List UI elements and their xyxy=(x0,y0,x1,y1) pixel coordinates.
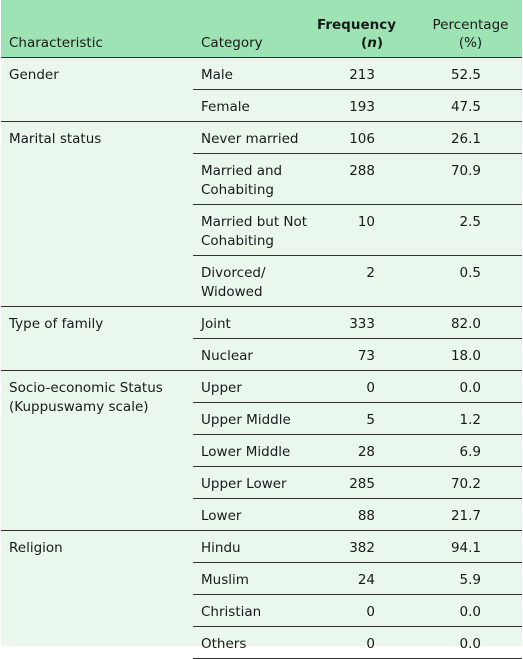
table-row: Christian 0 0.0 xyxy=(1,594,522,627)
percentage-cell: 5.9 xyxy=(383,562,522,595)
category-cell: Female xyxy=(193,89,317,122)
header-row: Characteristic Category Frequency (n) Pe… xyxy=(1,0,522,58)
category-cell: Upper xyxy=(193,370,317,403)
percentage-cell: 18.0 xyxy=(383,338,522,371)
table-row: Socio-economic Status (Kuppuswamy scale)… xyxy=(1,370,522,531)
category-cell: Hindu xyxy=(193,530,317,563)
header-characteristic: Characteristic xyxy=(9,35,103,51)
frequency-cell: 24 xyxy=(317,562,383,595)
category-cell: Lower xyxy=(193,498,317,531)
category-cell: Others xyxy=(193,626,317,659)
table-body: Gender Male 213 52.5 Female 193 47.5 Marital st… xyxy=(1,57,522,659)
table-header: Characteristic Category Frequency (n) Pe… xyxy=(1,0,522,58)
frequency-cell: 10 xyxy=(317,204,383,256)
category-cell: Male xyxy=(193,57,317,90)
characteristic-cell: Type of family xyxy=(1,306,193,371)
percentage-cell: 0.0 xyxy=(383,626,522,659)
percentage-cell: 70.2 xyxy=(383,466,522,499)
table-row: Upper Middle 5 1.2 xyxy=(1,402,522,435)
table-row: Female 193 47.5 xyxy=(1,89,522,122)
header-percentage-label: Percentage xyxy=(432,17,509,33)
frequency-cell: 0 xyxy=(317,370,383,403)
frequency-cell: 0 xyxy=(317,594,383,627)
header-percentage: Percentage (%) xyxy=(383,0,522,58)
frequency-cell: 5 xyxy=(317,402,383,435)
table-row: Gender Male 213 52.5 xyxy=(1,57,522,122)
frequency-cell: 333 xyxy=(317,306,383,339)
frequency-cell: 213 xyxy=(317,57,383,90)
category-cell: Muslim xyxy=(193,562,317,595)
table-row: Nuclear 73 18.0 xyxy=(1,338,522,371)
characteristic-cell: Marital status xyxy=(1,121,193,307)
characteristic-cell: Gender xyxy=(1,57,193,122)
percentage-cell: 94.1 xyxy=(383,530,522,563)
header-frequency: Frequency (n) xyxy=(317,0,396,58)
characteristic-cell: Socio-economic Status (Kuppuswamy scale) xyxy=(1,370,193,531)
frequency-cell: 28 xyxy=(317,434,383,467)
category-cell: Never married xyxy=(193,121,317,154)
table-row: Lower 88 21.7 xyxy=(1,498,522,531)
frequency-cell: 382 xyxy=(317,530,383,563)
percentage-cell: 0.0 xyxy=(383,370,522,403)
table-row: Married and Cohabiting 288 70.9 xyxy=(1,153,522,205)
header-percentage-unit: (%) xyxy=(458,35,483,51)
percentage-cell: 6.9 xyxy=(383,434,522,467)
table-row: Muslim 24 5.9 xyxy=(1,562,522,595)
percentage-cell: 0.0 xyxy=(383,594,522,627)
percentage-cell: 0.5 xyxy=(383,255,522,307)
frequency-cell: 0 xyxy=(317,626,383,659)
header-frequency-close: ) xyxy=(376,35,383,51)
header-category: Category xyxy=(201,35,263,51)
percentage-cell: 82.0 xyxy=(383,306,522,339)
category-cell: Married and Cohabiting xyxy=(193,153,317,205)
percentage-cell: 1.2 xyxy=(383,402,522,435)
frequency-cell: 88 xyxy=(317,498,383,531)
category-cell: Lower Middle xyxy=(193,434,317,467)
percentage-cell: 70.9 xyxy=(383,153,522,205)
frequency-cell: 193 xyxy=(317,89,383,122)
percentage-cell: 2.5 xyxy=(383,204,522,256)
category-cell: Christian xyxy=(193,594,317,627)
category-cell: Nuclear xyxy=(193,338,317,371)
frequency-cell: 73 xyxy=(317,338,383,371)
table-row: Lower Middle 28 6.9 xyxy=(1,434,522,467)
category-cell: Divorced/ Widowed xyxy=(193,255,317,307)
category-cell: Upper Middle xyxy=(193,402,317,435)
table-row: Religion Hindu 382 94.1 xyxy=(1,530,522,659)
characteristic-cell: Religion xyxy=(1,530,193,659)
header-frequency-n: n xyxy=(367,35,377,51)
table-row: Type of family Joint 333 82.0 xyxy=(1,306,522,371)
percentage-cell: 52.5 xyxy=(383,57,522,90)
category-cell: Joint xyxy=(193,306,317,339)
table-row: Upper Lower 285 70.2 xyxy=(1,466,522,499)
frequency-cell: 106 xyxy=(317,121,383,154)
frequency-cell: 285 xyxy=(317,466,383,499)
percentage-cell: 21.7 xyxy=(383,498,522,531)
category-cell: Married but Not Cohabiting xyxy=(193,204,317,256)
table-row: Marital status Never married 106 26.1 xyxy=(1,121,522,307)
percentage-cell: 26.1 xyxy=(383,121,522,154)
percentage-cell: 47.5 xyxy=(383,89,522,122)
table-row: Married but Not Cohabiting 10 2.5 xyxy=(1,204,522,256)
table-row: Divorced/ Widowed 2 0.5 xyxy=(1,255,522,307)
category-cell: Upper Lower xyxy=(193,466,317,499)
frequency-cell: 288 xyxy=(317,153,383,205)
header-frequency-open: ( xyxy=(361,35,368,51)
header-frequency-label: Frequency xyxy=(317,17,397,33)
frequency-cell: 2 xyxy=(317,255,383,307)
